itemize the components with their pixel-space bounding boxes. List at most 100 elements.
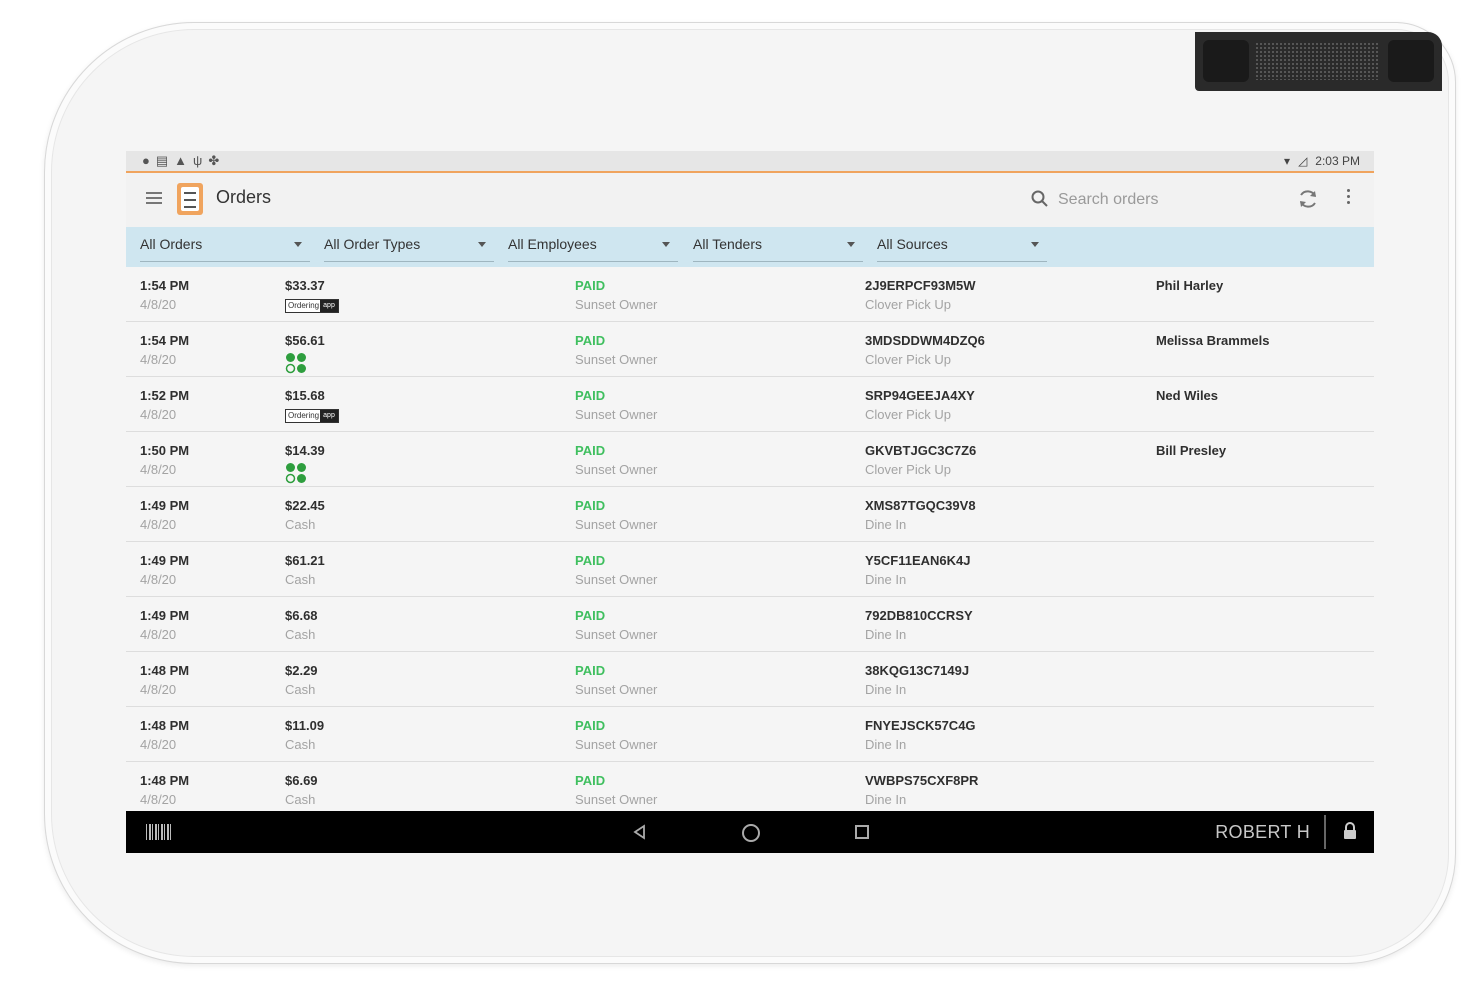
order-amount-cell: $6.69 Cash [285, 772, 318, 809]
order-id: FNYEJSCK57C4G [865, 718, 976, 733]
order-amount: $6.69 [285, 773, 318, 788]
order-id: VWBPS75CXF8PR [865, 773, 979, 788]
payment-status: PAID [575, 663, 606, 678]
clover-logo-icon [285, 463, 306, 484]
filter-sources-dropdown[interactable]: All Sources [877, 233, 1047, 262]
order-amount: $22.45 [285, 498, 325, 513]
lock-icon[interactable] [1342, 822, 1358, 840]
order-amount-cell: $14.39 [285, 442, 325, 484]
customer-cell: Bill Presley [1156, 442, 1226, 460]
order-row[interactable]: 1:48 PM 4/8/20 $2.29 Cash PAID Sunset Owner 38… [126, 652, 1374, 707]
overflow-menu-icon[interactable] [1338, 189, 1358, 211]
order-type: Clover Pick Up [865, 462, 951, 477]
order-time-cell: 1:48 PM 4/8/20 [140, 662, 189, 699]
divider [1324, 815, 1326, 849]
filter-orders-dropdown[interactable]: All Orders [140, 233, 310, 262]
camera-slot-left [1203, 40, 1249, 82]
order-row[interactable]: 1:49 PM 4/8/20 $61.21 Cash PAID Sunset Owner Y… [126, 542, 1374, 597]
employee-name: Sunset Owner [575, 737, 658, 752]
tender-type: Cash [285, 792, 316, 807]
employee-name: Sunset Owner [575, 462, 658, 477]
order-row[interactable]: 1:50 PM 4/8/20 $14.39 PAID Sunset Owner GKVBT… [126, 432, 1374, 487]
order-id-cell: 2J9ERPCF93M5W Clover Pick Up [865, 277, 976, 314]
order-row[interactable]: 1:52 PM 4/8/20 $15.68 Ordering app PAID Sunset… [126, 377, 1374, 432]
customer-name: Ned Wiles [1156, 388, 1219, 403]
filter-order-types-dropdown[interactable]: All Order Types [324, 233, 494, 262]
payment-status: PAID [575, 278, 606, 293]
search-input[interactable] [1056, 186, 1280, 214]
home-icon[interactable] [742, 824, 760, 842]
order-amount-cell: $56.61 [285, 332, 325, 374]
order-type: Dine In [865, 572, 907, 587]
dropdown-arrow-icon [294, 242, 302, 247]
clover-logo-icon [285, 353, 306, 374]
order-time-cell: 1:49 PM 4/8/20 [140, 552, 189, 589]
refresh-icon[interactable] [1296, 187, 1320, 211]
order-amount: $11.09 [285, 718, 325, 733]
back-icon[interactable] [631, 823, 649, 841]
filter-label: All Sources [877, 236, 948, 252]
search-icon[interactable] [1030, 189, 1050, 209]
filter-tenders-dropdown[interactable]: All Tenders [693, 233, 863, 262]
app-bar: Orders [126, 173, 1374, 227]
order-id: 792DB810CCRSY [865, 608, 973, 623]
dropdown-arrow-icon [662, 242, 670, 247]
badge-text: app [320, 410, 338, 422]
order-date: 4/8/20 [140, 572, 177, 587]
order-type: Clover Pick Up [865, 297, 951, 312]
order-row[interactable]: 1:48 PM 4/8/20 $11.09 Cash PAID Sunset Owner F… [126, 707, 1374, 762]
customer-cell: Ned Wiles [1156, 387, 1218, 405]
order-date: 4/8/20 [140, 407, 177, 422]
payment-status: PAID [575, 608, 606, 623]
menu-icon[interactable] [146, 192, 162, 204]
barcode-icon[interactable] [146, 824, 172, 840]
wifi-icon: ▾ [1284, 154, 1291, 168]
filter-label: All Order Types [324, 236, 421, 252]
recent-apps-icon[interactable] [855, 825, 869, 839]
order-id-cell: XMS87TGQC39V8 Dine In [865, 497, 976, 534]
badge-text: Ordering [288, 411, 320, 420]
order-id: SRP94GEEJA4XY [865, 388, 975, 403]
order-amount-cell: $6.68 Cash [285, 607, 318, 644]
order-amount-cell: $15.68 Ordering app [285, 387, 339, 423]
order-id-cell: VWBPS75CXF8PR Dine In [865, 772, 978, 809]
filter-bar: All Orders All Order Types All Employees… [126, 227, 1374, 267]
order-id-cell: 38KQG13C7149J Dine In [865, 662, 969, 699]
signal-icon: ◿ [1298, 154, 1308, 168]
dropdown-arrow-icon [1031, 242, 1039, 247]
tender-type: Cash [285, 572, 316, 587]
order-status-cell: PAID Sunset Owner [575, 387, 657, 424]
screen: ● ▤ ▲ ψ ✤ ▾ ◿ 2:03 PM Orders [126, 151, 1374, 853]
employee-name: Sunset Owner [575, 517, 658, 532]
card-icon: ▤ [155, 153, 169, 168]
order-time-cell: 1:54 PM 4/8/20 [140, 277, 189, 314]
order-row[interactable]: 1:48 PM 4/8/20 $6.69 Cash PAID Sunset Owner VW… [126, 762, 1374, 811]
customer-name: Melissa Brammels [1156, 333, 1270, 348]
order-id: Y5CF11EAN6K4J [865, 553, 971, 568]
order-amount: $61.21 [285, 553, 325, 568]
payment-status: PAID [575, 443, 606, 458]
order-row[interactable]: 1:54 PM 4/8/20 $33.37 Ordering app PAID Sunset… [126, 267, 1374, 322]
order-row[interactable]: 1:49 PM 4/8/20 $22.45 Cash PAID Sunset Owner X… [126, 487, 1374, 542]
usb-icon: ψ [193, 153, 203, 168]
orders-app-icon [177, 183, 203, 215]
order-status-cell: PAID Sunset Owner [575, 277, 657, 314]
employee-name: Sunset Owner [575, 352, 658, 367]
tender-type: Cash [285, 737, 316, 752]
employee-name: Sunset Owner [575, 627, 658, 642]
payment-status: PAID [575, 773, 606, 788]
order-type: Clover Pick Up [865, 352, 951, 367]
logged-in-user[interactable]: ROBERT H [1215, 822, 1310, 842]
filter-employees-dropdown[interactable]: All Employees [508, 233, 678, 262]
order-type: Dine In [865, 627, 907, 642]
order-amount-cell: $33.37 Ordering app [285, 277, 339, 313]
customer-cell: Melissa Brammels [1156, 332, 1269, 350]
order-row[interactable]: 1:49 PM 4/8/20 $6.68 Cash PAID Sunset Owner 79… [126, 597, 1374, 652]
order-id: XMS87TGQC39V8 [865, 498, 976, 513]
order-date: 4/8/20 [140, 627, 177, 642]
tender-type: Cash [285, 682, 316, 697]
employee-name: Sunset Owner [575, 407, 658, 422]
order-amount: $33.37 [285, 278, 325, 293]
order-row[interactable]: 1:54 PM 4/8/20 $56.61 PAID Sunset Owner 3MDSD… [126, 322, 1374, 377]
employee-name: Sunset Owner [575, 572, 658, 587]
